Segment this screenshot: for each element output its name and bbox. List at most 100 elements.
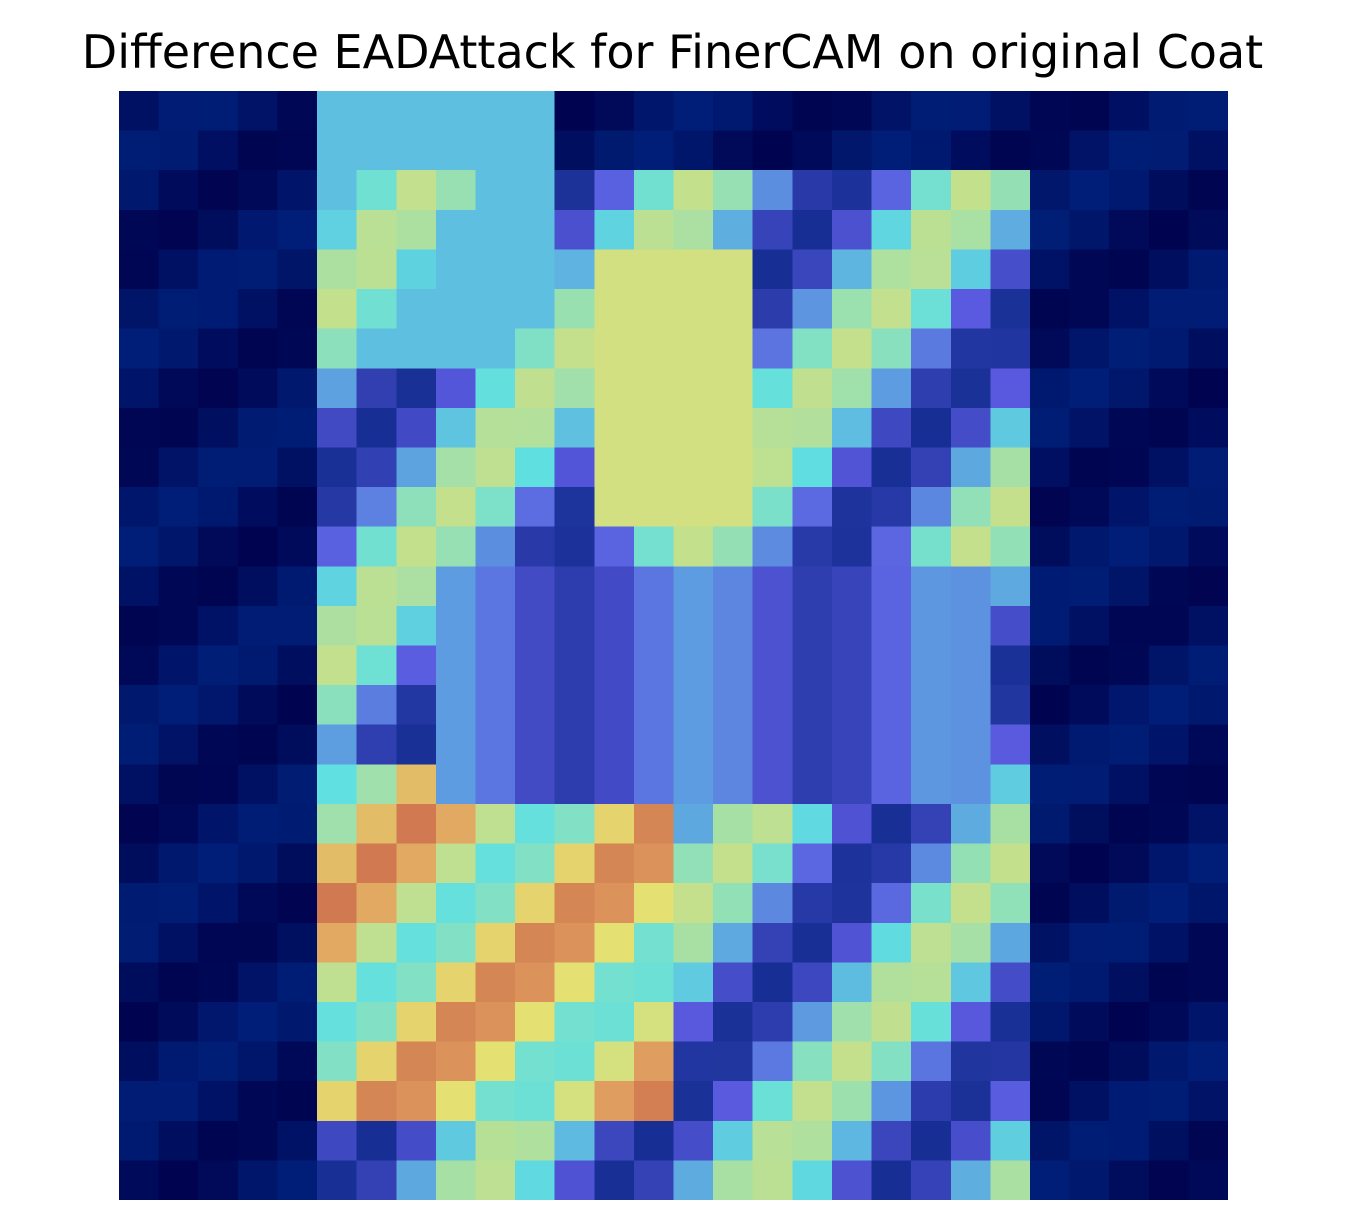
heatmap-cell: [277, 368, 318, 409]
heatmap-cell: [198, 803, 239, 845]
heatmap-cell: [1148, 566, 1190, 607]
heatmap-cell: [1148, 91, 1190, 132]
heatmap-cell: [673, 724, 714, 766]
heatmap-cell: [752, 209, 794, 251]
heatmap-cell: [1109, 685, 1150, 726]
heatmap-cell: [475, 1160, 516, 1200]
heatmap-cell: [633, 289, 675, 330]
heatmap-cell: [277, 170, 318, 211]
heatmap-cell: [396, 1001, 437, 1043]
heatmap-cell: [119, 1120, 160, 1162]
heatmap-cell: [317, 1001, 358, 1043]
heatmap-cell: [237, 645, 279, 686]
heatmap-cell: [1109, 883, 1150, 924]
heatmap-cell: [435, 209, 477, 251]
heatmap-cell: [158, 1160, 200, 1200]
heatmap-cell: [158, 803, 200, 845]
heatmap-cell: [356, 922, 398, 964]
heatmap-cell: [1188, 289, 1228, 330]
heatmap-cell: [1188, 962, 1228, 1003]
heatmap-cell: [277, 1160, 318, 1200]
heatmap-cell: [792, 289, 833, 330]
heatmap-cell: [1188, 605, 1228, 647]
heatmap-cell: [475, 685, 516, 726]
heatmap-cell: [633, 1160, 675, 1200]
heatmap-cell: [396, 1041, 437, 1082]
heatmap-cell: [633, 962, 675, 1003]
heatmap-cell: [633, 170, 675, 211]
heatmap-cell: [752, 328, 794, 370]
heatmap-cell: [633, 843, 675, 884]
heatmap-cell: [237, 407, 279, 449]
heatmap-cell: [713, 1041, 754, 1082]
heatmap-cell: [950, 883, 992, 924]
heatmap-cell: [1148, 764, 1190, 805]
heatmap-cell: [475, 883, 516, 924]
heatmap-cell: [950, 526, 992, 568]
heatmap-cell: [911, 645, 952, 686]
heatmap-cell: [831, 883, 873, 924]
heatmap-cell: [396, 1120, 437, 1162]
heatmap-cell: [831, 91, 873, 132]
heatmap-cell: [237, 447, 279, 488]
heatmap-cell: [752, 803, 794, 845]
heatmap-cell: [554, 487, 596, 528]
heatmap-cell: [554, 764, 596, 805]
heatmap-cell: [950, 605, 992, 647]
heatmap-cell: [277, 1041, 318, 1082]
heatmap-cell: [792, 1160, 833, 1200]
heatmap-cell: [1188, 368, 1228, 409]
heatmap-cell: [237, 843, 279, 884]
heatmap-cell: [554, 1120, 596, 1162]
heatmap-cell: [673, 883, 714, 924]
heatmap-cell: [317, 1041, 358, 1082]
heatmap-cell: [1148, 685, 1190, 726]
heatmap-cell: [871, 605, 912, 647]
heatmap-cell: [1109, 1120, 1150, 1162]
heatmap-cell: [1029, 130, 1071, 172]
heatmap-cell: [752, 685, 794, 726]
heatmap-cell: [1148, 724, 1190, 766]
heatmap-cell: [792, 883, 833, 924]
heatmap-cell: [119, 685, 160, 726]
heatmap-cell: [435, 685, 477, 726]
heatmap-cell: [198, 170, 239, 211]
heatmap-cell: [515, 91, 556, 132]
heatmap-cell: [475, 566, 516, 607]
heatmap-cell: [911, 368, 952, 409]
heatmap-cell: [831, 962, 873, 1003]
heatmap-cell: [119, 487, 160, 528]
heatmap-cell: [237, 566, 279, 607]
heatmap-cell: [990, 368, 1031, 409]
heatmap-cell: [119, 566, 160, 607]
heatmap-cell: [317, 803, 358, 845]
heatmap-cell: [594, 883, 635, 924]
heatmap-cell: [990, 883, 1031, 924]
heatmap-cell: [1029, 645, 1071, 686]
heatmap-cell: [792, 566, 833, 607]
heatmap-cell: [515, 526, 556, 568]
heatmap-cell: [158, 724, 200, 766]
heatmap-cell: [1109, 724, 1150, 766]
heatmap-cell: [673, 764, 714, 805]
heatmap-cell: [1069, 91, 1110, 132]
heatmap-cell: [396, 249, 437, 290]
heatmap-cell: [633, 764, 675, 805]
heatmap-cell: [1069, 764, 1110, 805]
heatmap-cell: [237, 249, 279, 290]
heatmap-cell: [752, 645, 794, 686]
heatmap-cell: [119, 368, 160, 409]
heatmap-cell: [792, 922, 833, 964]
heatmap-cell: [594, 249, 635, 290]
heatmap-cell: [119, 1001, 160, 1043]
heatmap-cell: [713, 962, 754, 1003]
heatmap-cell: [554, 1041, 596, 1082]
heatmap-cell: [554, 289, 596, 330]
heatmap-cell: [752, 526, 794, 568]
heatmap-cell: [158, 962, 200, 1003]
heatmap-cell: [1188, 328, 1228, 370]
heatmap-cell: [119, 170, 160, 211]
heatmap-cell: [673, 962, 714, 1003]
heatmap-cell: [237, 922, 279, 964]
heatmap-cell: [237, 764, 279, 805]
